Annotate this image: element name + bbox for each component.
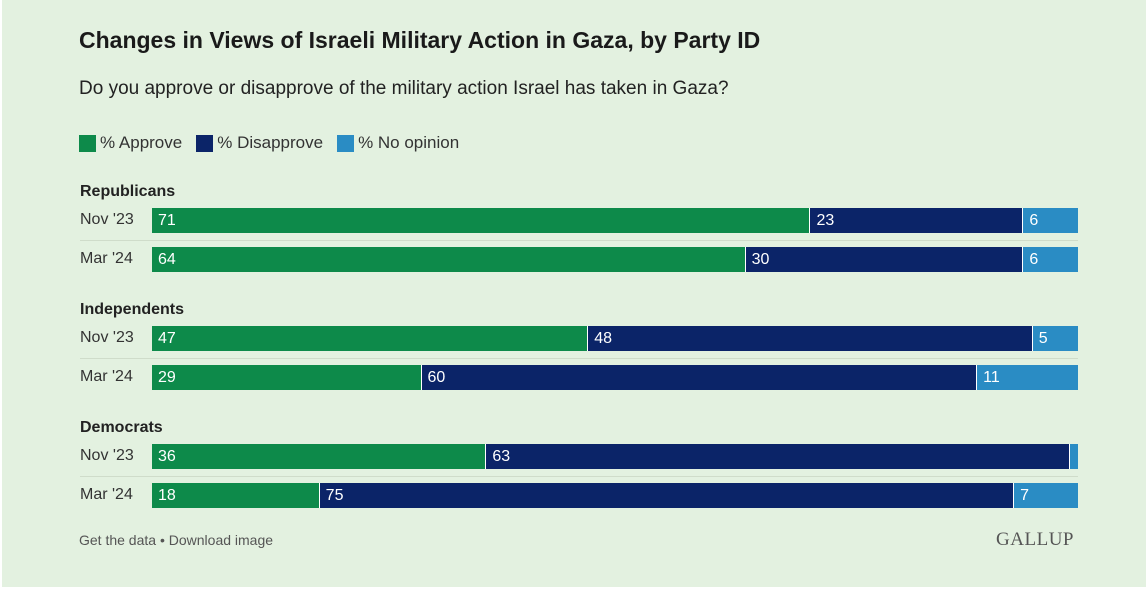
bar-segment-no-opinion: 6 xyxy=(1022,247,1078,272)
legend-label-approve: % Approve xyxy=(100,133,183,152)
data-label: 29 xyxy=(158,368,176,386)
data-label: 23 xyxy=(816,211,835,229)
legend-item-no-opinion: % No opinion xyxy=(337,133,459,153)
legend-item-disapprove: % Disapprove xyxy=(196,133,323,153)
bar-row: 47 48 5 xyxy=(152,326,1078,351)
data-label: 6 xyxy=(1029,211,1039,229)
group-label: Democrats xyxy=(80,419,163,436)
legend-label-no-opinion: % No opinion xyxy=(358,133,460,152)
data-label: 6 xyxy=(1029,250,1039,268)
data-label: 30 xyxy=(751,250,770,268)
bar-row: 36 63 xyxy=(152,444,1078,469)
group-label: Republicans xyxy=(80,183,176,200)
row-label: Nov '23 xyxy=(80,211,134,228)
bar-row: 64 30 6 xyxy=(152,247,1078,272)
get-the-data-link[interactable]: Get the data xyxy=(79,532,157,548)
bar-segment-disapprove: 48 xyxy=(587,326,1032,351)
row-label: Mar '24 xyxy=(80,486,133,503)
row-label: Mar '24 xyxy=(80,250,133,267)
row-label: Nov '23 xyxy=(80,447,134,464)
data-label: 75 xyxy=(325,486,344,504)
data-label: 7 xyxy=(1020,486,1030,504)
data-label: 64 xyxy=(158,250,176,268)
data-label: 48 xyxy=(594,329,613,347)
bar-segment-approve: 18 xyxy=(152,483,319,508)
data-label: 63 xyxy=(492,447,511,465)
bar-row: 29 60 11 xyxy=(152,365,1078,390)
data-label: 47 xyxy=(158,329,176,347)
legend-swatch-approve xyxy=(79,134,96,152)
data-label: 18 xyxy=(158,486,176,504)
legend: % Approve % Disapprove % No opinion xyxy=(79,133,459,153)
footer-links: Get the data • Download image xyxy=(79,532,273,548)
data-label: 71 xyxy=(158,211,176,229)
bar-segment-disapprove: 60 xyxy=(420,365,977,390)
legend-swatch-disapprove xyxy=(196,134,214,152)
row-separator xyxy=(80,240,1078,241)
bar-segment-no-opinion: 11 xyxy=(976,365,1078,390)
legend-swatch-no-opinion xyxy=(337,134,355,152)
bar-segment-disapprove: 30 xyxy=(744,247,1023,272)
legend-item-approve: % Approve xyxy=(79,133,182,153)
row-separator xyxy=(80,358,1078,359)
bar-segment-no-opinion xyxy=(1068,444,1078,469)
bar-segment-no-opinion: 6 xyxy=(1022,208,1078,233)
bar-segment-approve: 47 xyxy=(152,326,588,351)
bar-segment-disapprove: 23 xyxy=(809,208,1023,233)
row-label: Mar '24 xyxy=(80,368,133,385)
bar-row: 18 75 7 xyxy=(152,483,1078,508)
bar-segment-no-opinion: 7 xyxy=(1013,483,1078,508)
bar-segment-approve: 36 xyxy=(152,444,486,469)
bar-row: 71 23 6 xyxy=(152,208,1078,233)
chart-subtitle: Do you approve or disapprove of the mili… xyxy=(79,78,729,99)
bar-segment-disapprove: 75 xyxy=(318,483,1014,508)
data-label: 5 xyxy=(1038,329,1048,347)
chart-title: Changes in Views of Israeli Military Act… xyxy=(79,27,761,53)
group-label: Independents xyxy=(80,301,185,318)
bar-segment-approve: 64 xyxy=(152,247,745,272)
row-separator xyxy=(80,476,1078,477)
row-label: Nov '23 xyxy=(80,329,134,346)
bar-segment-no-opinion: 5 xyxy=(1031,326,1078,351)
bar-segment-approve: 29 xyxy=(152,365,421,390)
data-label: 11 xyxy=(983,368,1000,386)
footer-separator: • xyxy=(156,532,169,548)
data-label: 60 xyxy=(427,368,446,386)
bar-segment-disapprove: 63 xyxy=(485,444,1069,469)
download-image-link[interactable]: Download image xyxy=(168,532,274,548)
legend-label-disapprove: % Disapprove xyxy=(217,133,324,152)
data-label: 36 xyxy=(158,447,176,465)
bar-segment-approve: 71 xyxy=(152,208,810,233)
gallup-logo: GALLUP xyxy=(996,529,1074,550)
